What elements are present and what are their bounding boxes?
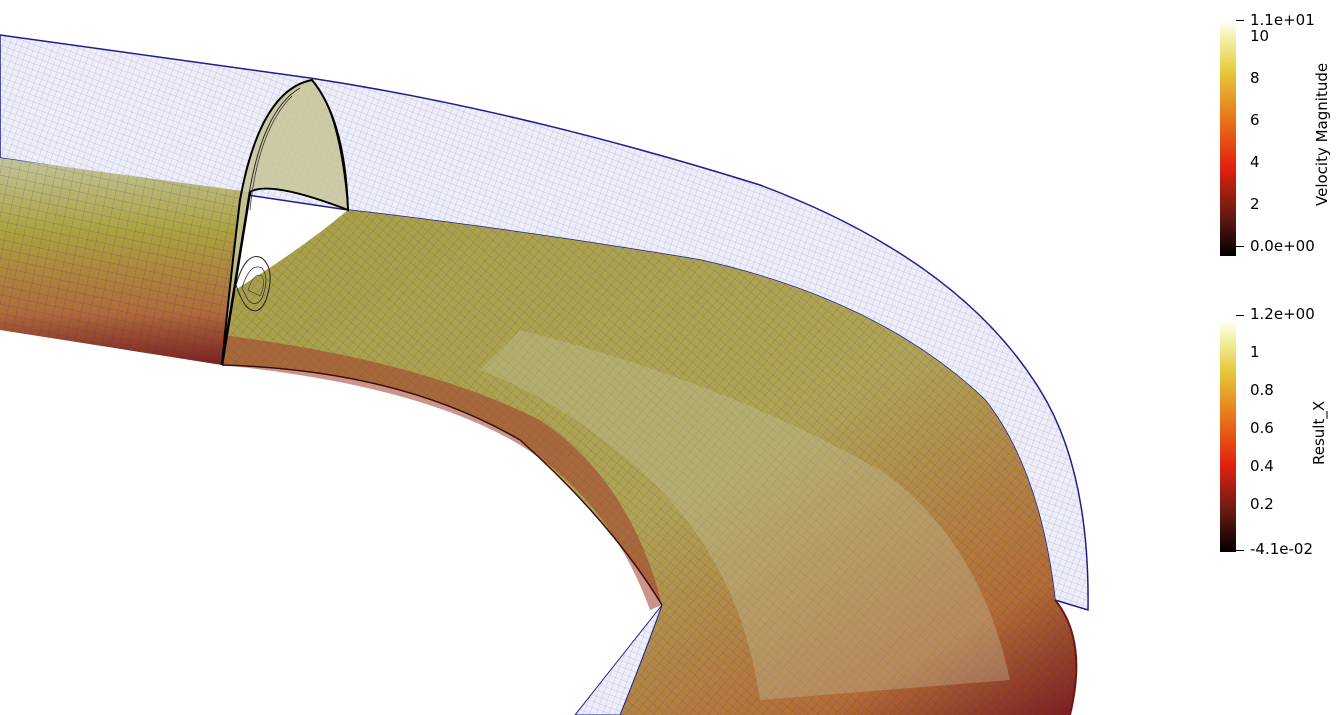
colorbar-result-x-tick: 0.8 (1250, 381, 1274, 399)
colorbar-velocity-tick: 8 (1250, 69, 1260, 87)
colorbar-result-x-tick: 0.4 (1250, 457, 1274, 475)
colorbar-velocity-magnitude: 1.1e+01 10 8 6 4 2 0.0e+00 Velocity Magn… (1220, 10, 1337, 256)
tube-inner-edge (221, 364, 663, 606)
colorbar-result-x-gradient (1220, 320, 1236, 552)
tube-surface-bend (222, 210, 1077, 715)
colorbar-velocity-gradient (1220, 20, 1236, 256)
colorbar-velocity-min: 0.0e+00 (1250, 237, 1315, 255)
colorbar-velocity-tick: 6 (1250, 111, 1260, 129)
colorbar-result-x-max: 1.2e+00 (1250, 305, 1315, 323)
colorbar-velocity-title: Velocity Magnitude (1313, 62, 1331, 206)
colorbar-velocity-max: 1.1e+01 (1250, 11, 1315, 29)
slice-disk (220, 78, 350, 366)
colorbar-result-x-tick: 0.6 (1250, 419, 1274, 437)
colorbar-result-x-tick: 1 (1250, 343, 1260, 361)
colorbar-result-x-title: Result_X (1310, 400, 1328, 465)
colorbar-velocity-tick: 10 (1250, 27, 1270, 45)
colorbar-velocity-tick: 4 (1250, 153, 1260, 171)
tube-outer-edge (1054, 599, 1078, 715)
colorbar-result-x: 1.2e+00 1 0.8 0.6 0.4 0.2 -4.1e-02 Resul… (1220, 305, 1337, 558)
colorbar-result-x-min: -4.1e-02 (1250, 540, 1313, 558)
colorbar-velocity-tick: 2 (1250, 195, 1260, 213)
colorbar-result-x-tick: 0.2 (1250, 495, 1274, 513)
tube-surface-straight (0, 158, 250, 365)
